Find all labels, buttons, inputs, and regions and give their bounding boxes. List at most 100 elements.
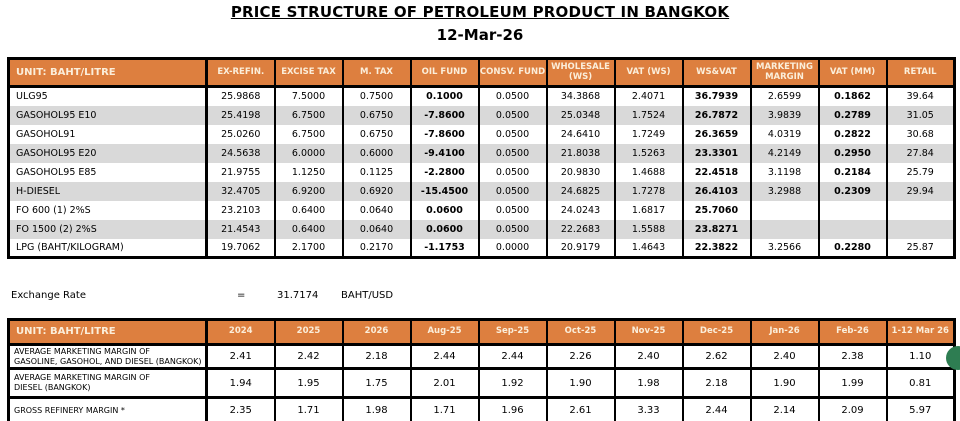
value-cell: 2.01: [409, 368, 479, 399]
marketing-margin-table: UNIT: BAHT/LITRE 2024 2025 2026 Aug-25 Sep-2…: [7, 318, 956, 421]
value-cell: 39.64: [885, 86, 955, 106]
value-cell: 1.95: [273, 368, 343, 399]
value-cell: 2.6599: [749, 86, 819, 106]
margin-table-header-row: UNIT: BAHT/LITRE 2024 2025 2026 Aug-25 Sep-2…: [7, 319, 955, 346]
value-cell: 2.09: [817, 397, 887, 421]
value-cell: 25.79: [885, 162, 955, 182]
value-cell: 0.0500: [477, 143, 547, 163]
table-row: ULG95 25.9868 7.5000 0.7500 0.1000 0.0500 34.3…: [7, 86, 955, 106]
price-table-unit-header: UNIT: BAHT/LITRE: [7, 58, 208, 88]
value-cell: 3.1198: [749, 162, 819, 182]
row-label: GASOHOL91: [7, 124, 208, 144]
exchange-rate-equals: =: [237, 290, 246, 301]
column-header: Feb-26: [817, 319, 887, 346]
column-header: WS&VAT: [681, 58, 751, 88]
value-cell: 25.4198: [205, 105, 275, 125]
table-row: AVERAGE MARKETING MARGIN OF DIESEL (BANG…: [7, 368, 955, 399]
value-cell: 2.1700: [273, 238, 343, 258]
table-row: GASOHOL95 E85 21.9755 1.1250 0.1125 -2.2800 0…: [7, 162, 955, 182]
table-row: AVERAGE MARKETING MARGIN OF GASOLINE, GA…: [7, 344, 955, 370]
value-cell: 20.9179: [545, 238, 615, 258]
value-cell: 0.1125: [341, 162, 411, 182]
value-cell: -2.2800: [409, 162, 479, 182]
value-cell: 0.6750: [341, 105, 411, 125]
price-structure-table: UNIT: BAHT/LITRE EX-REFIN. EXCISE TAX M. T…: [7, 57, 956, 259]
value-cell: 19.7062: [205, 238, 275, 258]
value-cell: -7.8600: [409, 105, 479, 125]
value-cell: 22.2683: [545, 219, 615, 239]
value-cell: 2.40: [749, 344, 819, 370]
report-date: 12-Mar-26: [436, 26, 524, 44]
value-cell: 0.81: [885, 368, 955, 399]
column-header: VAT (MM): [817, 58, 887, 88]
column-header: OIL FUND: [409, 58, 479, 88]
column-header: 2024: [205, 319, 275, 346]
value-cell: 25.0260: [205, 124, 275, 144]
value-cell: 2.61: [545, 397, 615, 421]
value-cell: 22.4518: [681, 162, 751, 182]
value-cell: 30.68: [885, 124, 955, 144]
value-cell: 25.9868: [205, 86, 275, 106]
value-cell: 0.2170: [341, 238, 411, 258]
column-header: EXCISE TAX: [273, 58, 343, 88]
value-cell: 1.94: [205, 368, 275, 399]
price-table-header-row: UNIT: BAHT/LITRE EX-REFIN. EXCISE TAX M. T…: [7, 58, 955, 88]
value-cell: 26.7872: [681, 105, 751, 125]
value-cell: 0.0640: [341, 219, 411, 239]
value-cell: 0.0500: [477, 219, 547, 239]
value-cell: 0.2950: [817, 143, 887, 163]
table-row: GROSS REFINERY MARGIN * 2.35 1.71 1.98 1.71 1…: [7, 397, 955, 421]
column-header: MARKETING MARGIN: [749, 58, 819, 88]
row-label: AVERAGE MARKETING MARGIN OF DIESEL (BANG…: [7, 368, 208, 399]
value-cell: 26.3659: [681, 124, 751, 144]
value-cell: 0.2822: [817, 124, 887, 144]
value-cell: 27.84: [885, 143, 955, 163]
value-cell: 34.3868: [545, 86, 615, 106]
value-cell: 0.0500: [477, 181, 547, 201]
column-header: Nov-25: [613, 319, 683, 346]
value-cell: 2.62: [681, 344, 751, 370]
value-cell: 32.4705: [205, 181, 275, 201]
value-cell: 1.90: [545, 368, 615, 399]
value-cell: 0.6920: [341, 181, 411, 201]
value-cell: 0.1000: [409, 86, 479, 106]
value-cell: 0.7500: [341, 86, 411, 106]
value-cell: 31.05: [885, 105, 955, 125]
value-cell: 25.0348: [545, 105, 615, 125]
table-row: FO 600 (1) 2%S 23.2103 0.6400 0.0640 0.0600 0…: [7, 200, 955, 220]
value-cell: 3.9839: [749, 105, 819, 125]
row-label: ULG95: [7, 86, 208, 106]
row-label: FO 600 (1) 2%S: [7, 200, 208, 220]
value-cell: 0.6000: [341, 143, 411, 163]
value-cell: [749, 219, 819, 239]
column-header: Oct-25: [545, 319, 615, 346]
row-label: GROSS REFINERY MARGIN *: [7, 397, 208, 421]
value-cell: 22.3822: [681, 238, 751, 258]
value-cell: 0.6400: [273, 200, 343, 220]
column-header: 1-12 Mar 26: [885, 319, 955, 346]
table-row: FO 1500 (2) 2%S 21.4543 0.6400 0.0640 0.0600…: [7, 219, 955, 239]
value-cell: 7.5000: [273, 86, 343, 106]
value-cell: 3.33: [613, 397, 683, 421]
table-row: H-DIESEL 32.4705 6.9200 0.6920 -15.4500 0.050…: [7, 181, 955, 201]
value-cell: 0.0500: [477, 200, 547, 220]
value-cell: [749, 200, 819, 220]
column-header: 2025: [273, 319, 343, 346]
value-cell: 24.6410: [545, 124, 615, 144]
value-cell: 6.7500: [273, 105, 343, 125]
value-cell: 29.94: [885, 181, 955, 201]
exchange-rate-row: Exchange Rate = 31.7174 BAHT/USD: [0, 290, 960, 304]
value-cell: 4.0319: [749, 124, 819, 144]
page-title: PRICE STRUCTURE OF PETROLEUM PRODUCT IN …: [230, 3, 730, 21]
value-cell: 24.0243: [545, 200, 615, 220]
value-cell: 26.4103: [681, 181, 751, 201]
value-cell: 1.90: [749, 368, 819, 399]
table-row: GASOHOL95 E10 25.4198 6.7500 0.6750 -7.8600 0…: [7, 105, 955, 125]
value-cell: 2.18: [341, 344, 411, 370]
column-header: Sep-25: [477, 319, 547, 346]
value-cell: 1.71: [273, 397, 343, 421]
value-cell: 1.5263: [613, 143, 683, 163]
value-cell: -1.1753: [409, 238, 479, 258]
value-cell: -7.8600: [409, 124, 479, 144]
value-cell: 25.7060: [681, 200, 751, 220]
